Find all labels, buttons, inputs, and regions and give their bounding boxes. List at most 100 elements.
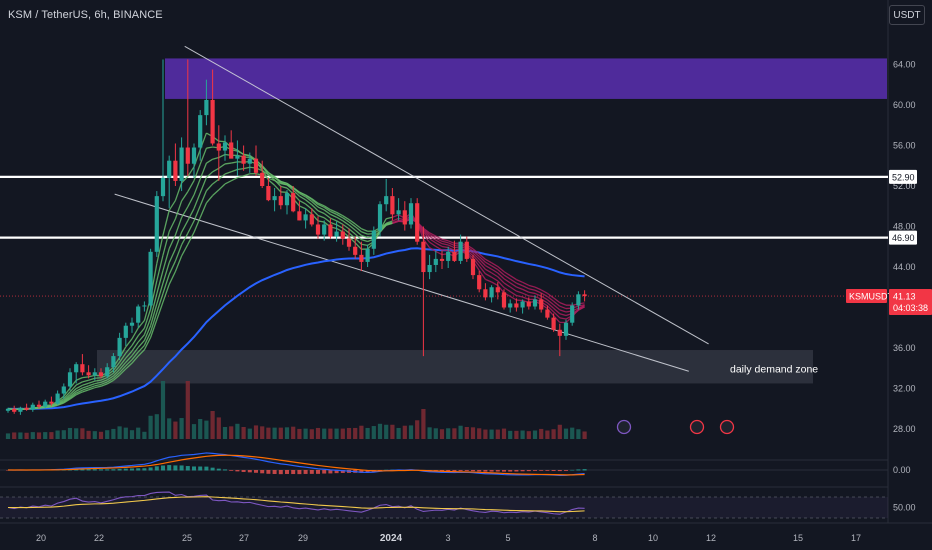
volume-bar	[74, 428, 79, 439]
ribbon-ema-15	[485, 258, 492, 264]
symbol-tag	[846, 289, 887, 304]
ribbon-ema-7	[119, 352, 127, 363]
candle-body	[508, 303, 513, 308]
candle-body	[402, 210, 407, 225]
ribbon-ema-11	[156, 282, 164, 305]
volume-bar	[198, 419, 203, 439]
ribbon-ema-7	[553, 311, 561, 319]
macd-histogram-bar	[210, 467, 215, 471]
volume-bar	[284, 427, 290, 439]
ribbon-ema-5	[553, 315, 561, 323]
volume-bar	[148, 415, 153, 439]
ribbon-ema-15	[286, 184, 294, 189]
ribbon-ema-11	[491, 268, 499, 274]
candle-body	[446, 251, 451, 261]
volume-bar	[563, 428, 569, 439]
ribbon-ema-9	[299, 195, 306, 201]
currency-button[interactable]: USDT	[889, 5, 925, 25]
candle-body	[582, 294, 587, 297]
ribbon-ema-9	[441, 245, 449, 249]
ribbon-ema-13	[540, 292, 548, 298]
lightning-event-icon	[616, 419, 632, 435]
candle-body	[353, 246, 358, 255]
macd-histogram-bar	[192, 466, 196, 471]
ribbon-ema-11	[112, 369, 121, 377]
ribbon-ema-13	[181, 232, 189, 246]
candle-body	[557, 329, 562, 336]
ribbon-ema-15	[63, 398, 71, 404]
candle-body	[117, 337, 122, 357]
level-tag-text: 46.90	[892, 233, 915, 243]
ribbon-ema-11	[187, 208, 195, 222]
candle-body	[421, 241, 426, 273]
ribbon-ema-7	[280, 185, 288, 189]
candle-body	[452, 251, 457, 261]
ribbon-ema-5	[82, 376, 89, 379]
ribbon-ema-11	[181, 220, 189, 233]
ribbon-ema-7	[311, 208, 319, 216]
ribbon-ema-11	[317, 206, 325, 211]
volume-bar	[129, 430, 135, 439]
macd-histogram-bar	[365, 470, 370, 473]
ribbon-ema-11	[330, 213, 337, 218]
ribbon-ema-11	[131, 347, 139, 357]
candle-body	[532, 299, 538, 307]
volume-bar	[86, 430, 91, 439]
upper-trendline	[184, 45, 709, 345]
macd-histogram-bar	[173, 465, 178, 471]
candle-body	[526, 301, 531, 307]
ribbon-ema-15	[497, 266, 505, 273]
ribbon-ema-13	[447, 242, 455, 246]
candle-body	[501, 292, 507, 308]
volume-bar	[477, 428, 482, 439]
ribbon-ema-11	[311, 201, 319, 208]
volume-bar	[365, 427, 370, 439]
ribbon-ema-13	[261, 170, 269, 176]
ribbon-ema-15	[280, 182, 288, 186]
ribbon-ema-5	[168, 200, 176, 211]
ribbon-ema-11	[540, 295, 548, 301]
ribbon-ema-9	[516, 290, 523, 294]
ribbon-ema-5	[485, 278, 492, 283]
ribbon-ema-5	[429, 247, 437, 253]
ribbon-ema-11	[348, 224, 356, 231]
ribbon-ema-15	[348, 219, 356, 225]
ribbon-ema-13	[131, 351, 139, 361]
volume-bar	[483, 429, 488, 439]
candle-body	[30, 404, 35, 410]
level-tag-46.90	[889, 230, 917, 245]
ribbon-ema-7	[422, 234, 431, 243]
macd-histogram-bar	[216, 468, 221, 471]
candle-body	[464, 241, 469, 259]
ribbon-ema-9	[546, 302, 555, 309]
ribbon-ema-7	[348, 232, 356, 239]
candle-body	[216, 143, 221, 151]
candle-body	[315, 224, 321, 235]
volume-bar	[353, 427, 358, 439]
ribbon-ema-11	[342, 220, 350, 226]
volume-bar	[247, 428, 252, 439]
rsi-mid-label: 50.00	[893, 503, 916, 513]
ribbon-ema-11	[361, 234, 368, 239]
ribbon-ema-15	[82, 389, 89, 393]
macd-histogram-bar	[235, 470, 240, 472]
ribbon-ema-13	[143, 331, 152, 346]
ribbon-ema-9	[88, 380, 96, 384]
candle-body	[247, 158, 252, 164]
volume-bar	[241, 427, 246, 439]
ribbon-ema-11	[106, 375, 114, 381]
volume-bar	[154, 414, 159, 439]
ribbon-ema-9	[447, 246, 455, 251]
ribbon-ema-7	[478, 265, 486, 275]
volume-bar	[322, 428, 327, 439]
ribbon-ema-13	[578, 304, 585, 307]
ribbon-ema-11	[119, 361, 127, 370]
ribbon-ema-9	[311, 204, 319, 212]
candle-body	[160, 177, 166, 197]
ribbon-ema-11	[497, 272, 505, 280]
ribbon-ema-7	[168, 218, 176, 232]
macd-histogram-bar	[514, 470, 519, 472]
volume-bar	[297, 428, 302, 439]
